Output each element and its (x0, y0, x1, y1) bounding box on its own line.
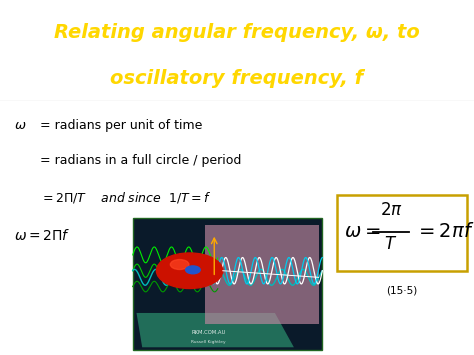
Text: = radians in a full circle / period: = radians in a full circle / period (40, 154, 242, 168)
Text: $2\pi$: $2\pi$ (380, 201, 402, 219)
Circle shape (156, 253, 223, 289)
Text: $T$: $T$ (384, 235, 398, 253)
Text: = radians per unit of time: = radians per unit of time (40, 119, 203, 132)
Text: (15·5): (15·5) (386, 285, 417, 295)
Circle shape (170, 260, 189, 269)
Text: RKM.COM.AU: RKM.COM.AU (191, 330, 226, 335)
Text: $\omega$: $\omega$ (14, 119, 27, 132)
Circle shape (186, 266, 200, 274)
Text: Russell Kightley: Russell Kightley (191, 340, 226, 344)
Text: $\omega =$: $\omega =$ (344, 222, 380, 241)
FancyBboxPatch shape (337, 195, 467, 271)
Text: $\omega = 2\Pi f$: $\omega = 2\Pi f$ (14, 228, 71, 243)
FancyBboxPatch shape (133, 218, 322, 350)
Text: $= 2\pi f$: $= 2\pi f$ (415, 222, 474, 241)
Text: Relating angular frequency, ω, to: Relating angular frequency, ω, to (54, 23, 420, 42)
Text: oscillatory frequency, f: oscillatory frequency, f (110, 70, 364, 88)
Polygon shape (137, 313, 294, 347)
Text: $= 2\Pi/T$    and since  $1/T = f$: $= 2\Pi/T$ and since $1/T = f$ (40, 190, 212, 205)
Polygon shape (205, 224, 319, 323)
